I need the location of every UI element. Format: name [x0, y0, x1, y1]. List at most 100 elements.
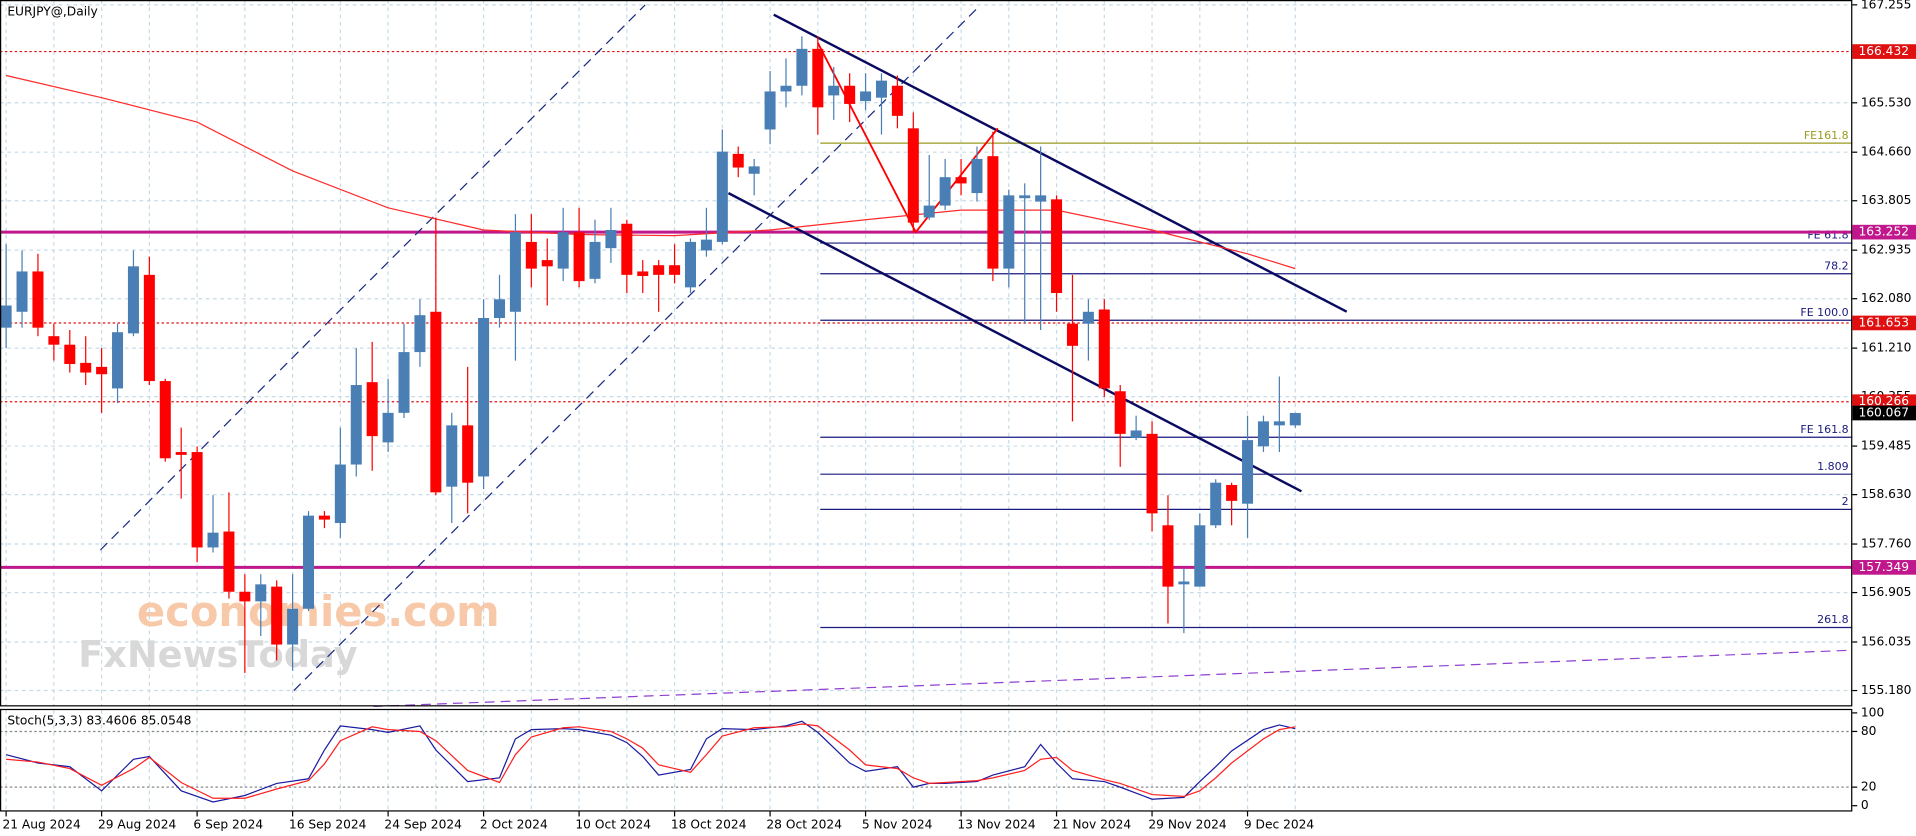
candle-body: [1098, 309, 1110, 389]
main-frame: [0, 0, 1853, 707]
zigzag: [817, 42, 999, 234]
candle-body: [1257, 421, 1269, 447]
candle-body: [159, 381, 171, 459]
candle-body: [1130, 430, 1142, 438]
y-tick-label: 159.485: [1861, 439, 1912, 453]
candle-body: [112, 332, 124, 389]
price-tag-label: 163.252: [1858, 225, 1909, 239]
candle-body: [446, 425, 458, 487]
y-tick-label: 157.760: [1861, 537, 1912, 551]
candle-body: [64, 344, 76, 365]
fibo-label: FE 161.8: [1800, 423, 1848, 436]
candle-body: [525, 241, 537, 269]
y-tick-label: 155.180: [1861, 683, 1912, 697]
y-tick-label: 156.905: [1861, 585, 1912, 599]
candle-body: [780, 85, 792, 92]
candle-body: [191, 452, 203, 548]
x-tick-label: 10 Oct 2024: [575, 818, 651, 832]
fibo-label: 261.8: [1817, 613, 1849, 626]
candle-body: [1066, 323, 1078, 346]
candle-body: [860, 91, 872, 102]
candle-body: [16, 271, 28, 312]
x-tick-label: 16 Sep 2024: [289, 818, 367, 832]
candle-body: [621, 223, 633, 275]
candle-body: [716, 151, 728, 242]
channel-line: [293, 5, 980, 691]
candle-body: [350, 385, 362, 465]
x-tick-label: 9 Dec 2024: [1244, 818, 1315, 832]
price-tag: [1852, 315, 1916, 331]
candle-body: [971, 159, 983, 194]
candle-body: [1051, 199, 1063, 294]
sub-frame: [0, 708, 1853, 812]
candle-body: [1194, 525, 1206, 587]
candle-body: [589, 241, 601, 279]
y-tick-label: 165.530: [1861, 95, 1912, 109]
y-tick-label: 156.035: [1861, 634, 1912, 648]
x-tick-label: 24 Sep 2024: [384, 818, 462, 832]
candle-body: [1162, 525, 1174, 587]
moving-average: [5, 74, 1296, 270]
candle-body: [748, 166, 760, 174]
candle-body: [1035, 195, 1047, 202]
candle-body: [478, 318, 490, 477]
candle-body: [637, 271, 649, 276]
candle-body: [80, 362, 92, 373]
watermark: FxNewsToday: [78, 633, 358, 676]
candle-body: [955, 177, 967, 184]
candle-body: [828, 85, 840, 96]
candle-body: [207, 532, 219, 548]
candle-body: [1146, 433, 1158, 514]
candle-body: [48, 336, 60, 345]
trend-line: [727, 192, 1302, 493]
candle-body: [939, 177, 951, 206]
candle-body: [844, 85, 856, 104]
trend-line: [773, 13, 1348, 313]
candle-body: [175, 452, 187, 455]
fibo-label: 1.809: [1817, 460, 1849, 473]
candle-body: [1082, 311, 1094, 324]
y-tick-label: 158.630: [1861, 487, 1912, 501]
x-tick-label: 29 Aug 2024: [98, 818, 177, 832]
candle-body: [605, 229, 617, 249]
candle-body: [366, 382, 378, 437]
candle-body: [303, 515, 315, 609]
indicator-title: Stoch(5,3,3) 83.4606 85.0548: [7, 714, 191, 728]
candle-body: [812, 48, 824, 108]
y-tick-label: 161.210: [1861, 341, 1912, 355]
x-tick-label: 28 Oct 2024: [766, 818, 842, 832]
candle-body: [143, 274, 155, 382]
current-price-tag: [1852, 405, 1916, 421]
candle-body: [1019, 195, 1031, 199]
price-tag: [1852, 44, 1916, 59]
x-tick-label: 2 Oct 2024: [480, 818, 548, 832]
price-tag-label: 157.349: [1858, 560, 1909, 574]
trend-line: [373, 649, 1853, 708]
candle-body: [796, 48, 808, 86]
watermark: economies.com: [137, 587, 500, 636]
candle-body: [557, 232, 569, 269]
candle-body: [509, 232, 521, 312]
x-tick-label: 21 Nov 2024: [1053, 818, 1132, 832]
y-tick-label: 20: [1861, 780, 1877, 794]
candle-body: [541, 260, 553, 267]
y-tick-label: 162.080: [1861, 291, 1912, 305]
fibo-label: 78.2: [1824, 259, 1849, 272]
candle-body: [96, 366, 108, 375]
candle-body: [1114, 391, 1126, 434]
current-price-label: 160.067: [1858, 406, 1909, 420]
x-tick-label: 21 Aug 2024: [2, 818, 81, 832]
x-tick-label: 5 Nov 2024: [862, 818, 933, 832]
candle-body: [223, 531, 235, 592]
channel-line: [99, 4, 646, 551]
candle-body: [255, 584, 267, 602]
candle-body: [732, 153, 744, 168]
y-tick-label: 80: [1861, 724, 1877, 738]
plot: [0, 36, 1301, 803]
price-tag-label: 161.653: [1858, 315, 1909, 329]
candle-body: [907, 128, 919, 223]
y-tick-label: 162.935: [1861, 243, 1912, 257]
